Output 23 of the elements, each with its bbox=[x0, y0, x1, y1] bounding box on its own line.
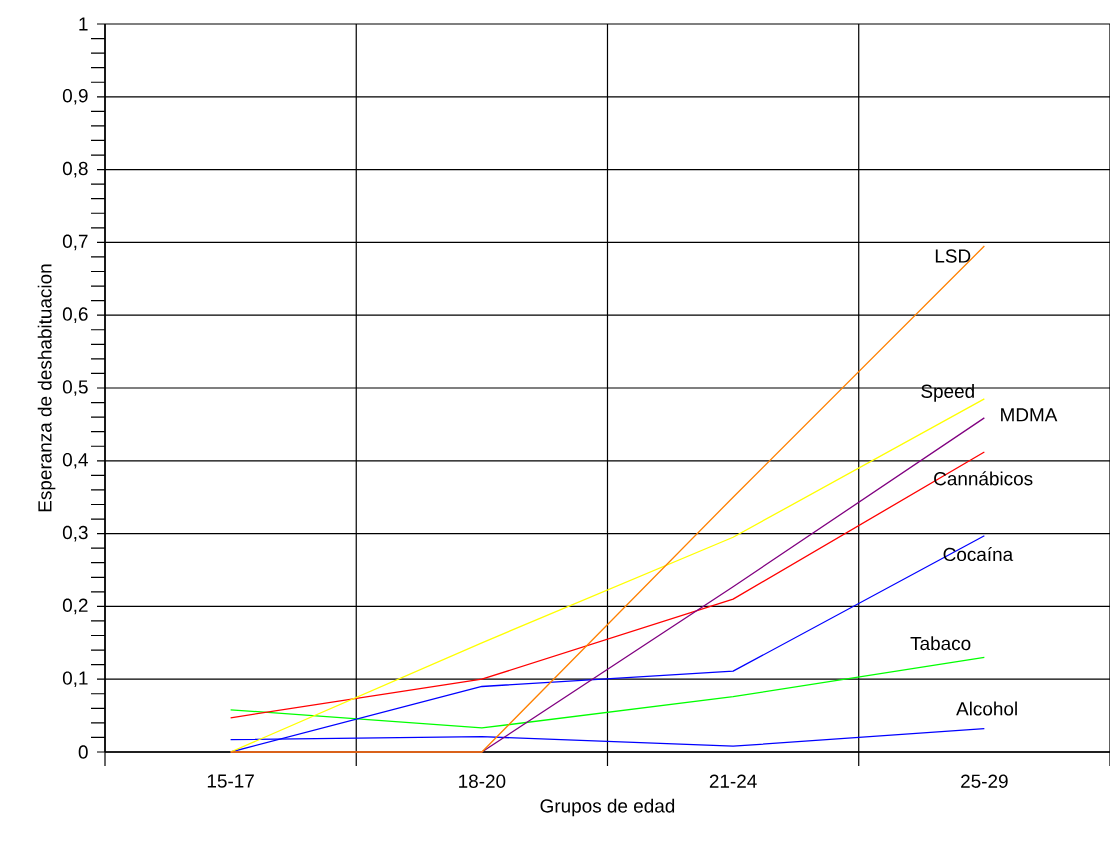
y-tick-label: 0,5 bbox=[62, 380, 88, 396]
y-tick-label: 0,7 bbox=[62, 234, 88, 251]
y-tick-label: 0,3 bbox=[62, 525, 88, 542]
series-label: LSD bbox=[935, 249, 971, 263]
y-tick-label: 1 bbox=[79, 17, 88, 31]
y-tick-label: 0,1 bbox=[62, 671, 88, 688]
series-label: Cannábicos bbox=[934, 471, 1033, 486]
series-label: Speed bbox=[921, 384, 974, 402]
y-tick-label: 0,2 bbox=[62, 598, 88, 615]
series-label: MDMA bbox=[1001, 408, 1058, 422]
y-tick-label: 0 bbox=[78, 745, 88, 759]
series-label: Tabaco bbox=[910, 636, 971, 651]
x-tick-label: 18-20 bbox=[459, 774, 506, 788]
x-tick-label: 15-17 bbox=[207, 774, 254, 788]
y-axis-title: Esperanza de deshabituacion bbox=[37, 264, 56, 512]
y-tick-label: 0,9 bbox=[62, 88, 88, 105]
y-tick-label: 0,4 bbox=[62, 452, 88, 469]
x-axis-title: Grupos de edad bbox=[540, 798, 675, 817]
y-tick-label: 0,8 bbox=[62, 161, 88, 178]
series-label: Alcohol bbox=[956, 701, 1017, 716]
x-tick-label: 21-24 bbox=[709, 774, 757, 788]
x-tick-label: 25-29 bbox=[961, 774, 1008, 788]
y-tick-label: 0,6 bbox=[62, 307, 88, 324]
